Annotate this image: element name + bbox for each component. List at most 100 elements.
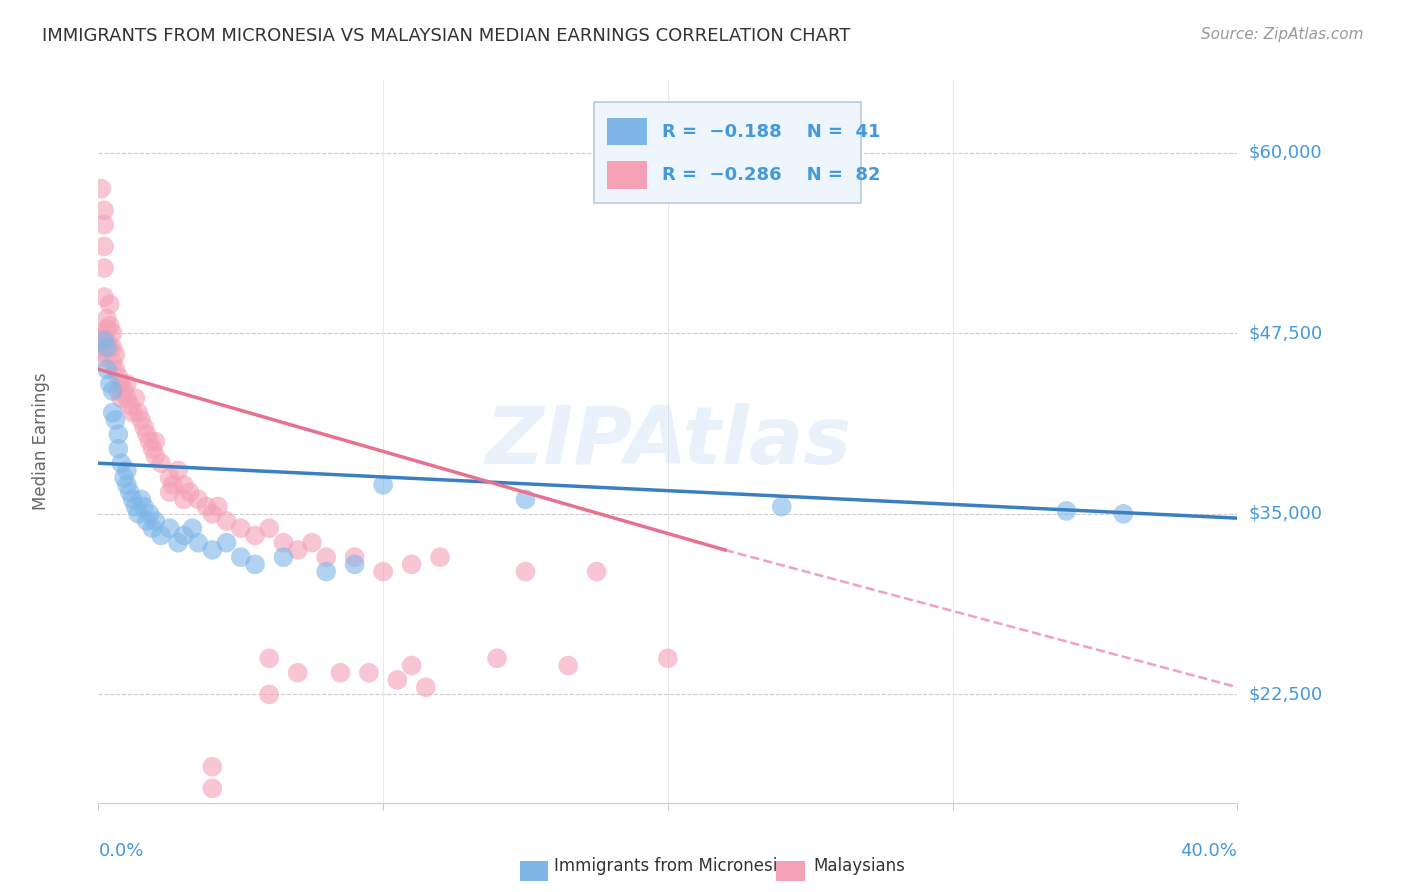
Point — [132, 420, 155, 434]
Point — [287, 665, 309, 680]
Point — [141, 521, 163, 535]
Point — [229, 521, 252, 535]
Point — [1056, 504, 1078, 518]
Point — [129, 492, 152, 507]
Point — [181, 521, 204, 535]
Point — [770, 500, 793, 514]
Point — [201, 507, 224, 521]
Point — [167, 535, 190, 549]
Point — [585, 565, 607, 579]
Text: $35,000: $35,000 — [1249, 505, 1323, 523]
Point — [90, 326, 112, 340]
Point — [90, 330, 112, 344]
Point — [557, 658, 579, 673]
Point — [135, 514, 157, 528]
Text: Immigrants from Micronesia: Immigrants from Micronesia — [554, 856, 787, 875]
Point — [179, 485, 201, 500]
Text: Source: ZipAtlas.com: Source: ZipAtlas.com — [1201, 27, 1364, 42]
Point — [207, 500, 229, 514]
Point — [115, 376, 138, 391]
Point — [121, 406, 143, 420]
Point — [259, 651, 281, 665]
Point — [138, 434, 160, 449]
Point — [201, 781, 224, 796]
Text: Median Earnings: Median Earnings — [32, 373, 51, 510]
Text: 0.0%: 0.0% — [98, 842, 143, 860]
Point — [159, 521, 181, 535]
Point — [90, 345, 112, 359]
Point — [401, 558, 423, 572]
Point — [167, 463, 190, 477]
Point — [115, 478, 138, 492]
Point — [110, 391, 132, 405]
Point — [121, 492, 143, 507]
Point — [90, 181, 112, 195]
Point — [1112, 507, 1135, 521]
Text: ZIPAtlas: ZIPAtlas — [485, 402, 851, 481]
Point — [259, 521, 281, 535]
Point — [132, 500, 155, 514]
Point — [138, 507, 160, 521]
Point — [173, 528, 195, 542]
Point — [173, 478, 195, 492]
FancyBboxPatch shape — [607, 118, 647, 145]
Point — [150, 528, 173, 542]
Point — [90, 341, 112, 355]
Text: $60,000: $60,000 — [1249, 144, 1322, 161]
Point — [96, 322, 118, 336]
Point — [90, 351, 112, 365]
Point — [93, 334, 115, 348]
FancyBboxPatch shape — [607, 161, 647, 189]
Point — [301, 535, 323, 549]
Text: $22,500: $22,500 — [1249, 685, 1323, 704]
Point — [98, 376, 121, 391]
Point — [101, 326, 124, 340]
Point — [98, 297, 121, 311]
Point — [329, 665, 352, 680]
Point — [107, 442, 129, 456]
Text: 40.0%: 40.0% — [1181, 842, 1237, 860]
Point — [429, 550, 451, 565]
Point — [96, 334, 118, 348]
Point — [273, 550, 295, 565]
Point — [373, 565, 395, 579]
Point — [104, 362, 127, 376]
Point — [201, 542, 224, 557]
Text: Malaysians: Malaysians — [814, 856, 905, 875]
Point — [145, 514, 167, 528]
Point — [145, 434, 167, 449]
Point — [195, 500, 218, 514]
Point — [110, 376, 132, 391]
Point — [415, 680, 437, 694]
Point — [127, 406, 149, 420]
Point — [129, 413, 152, 427]
Point — [401, 658, 423, 673]
Point — [243, 558, 266, 572]
Point — [215, 535, 238, 549]
Point — [273, 535, 295, 549]
Point — [287, 542, 309, 557]
Point — [187, 492, 209, 507]
Point — [107, 369, 129, 384]
Point — [127, 507, 149, 521]
Point — [315, 565, 337, 579]
Point — [515, 492, 537, 507]
Point — [93, 239, 115, 253]
Point — [259, 687, 281, 701]
Point — [215, 514, 238, 528]
Point — [115, 391, 138, 405]
Point — [101, 341, 124, 355]
Point — [135, 427, 157, 442]
Point — [124, 391, 146, 405]
FancyBboxPatch shape — [776, 861, 804, 880]
Point — [387, 673, 409, 687]
Point — [112, 384, 135, 398]
Text: $47,500: $47,500 — [1249, 324, 1323, 343]
Point — [101, 384, 124, 398]
Point — [96, 311, 118, 326]
Point — [159, 471, 181, 485]
Point — [101, 406, 124, 420]
Point — [110, 456, 132, 470]
Text: R =  −0.188    N =  41: R = −0.188 N = 41 — [662, 122, 880, 141]
Point — [93, 203, 115, 218]
